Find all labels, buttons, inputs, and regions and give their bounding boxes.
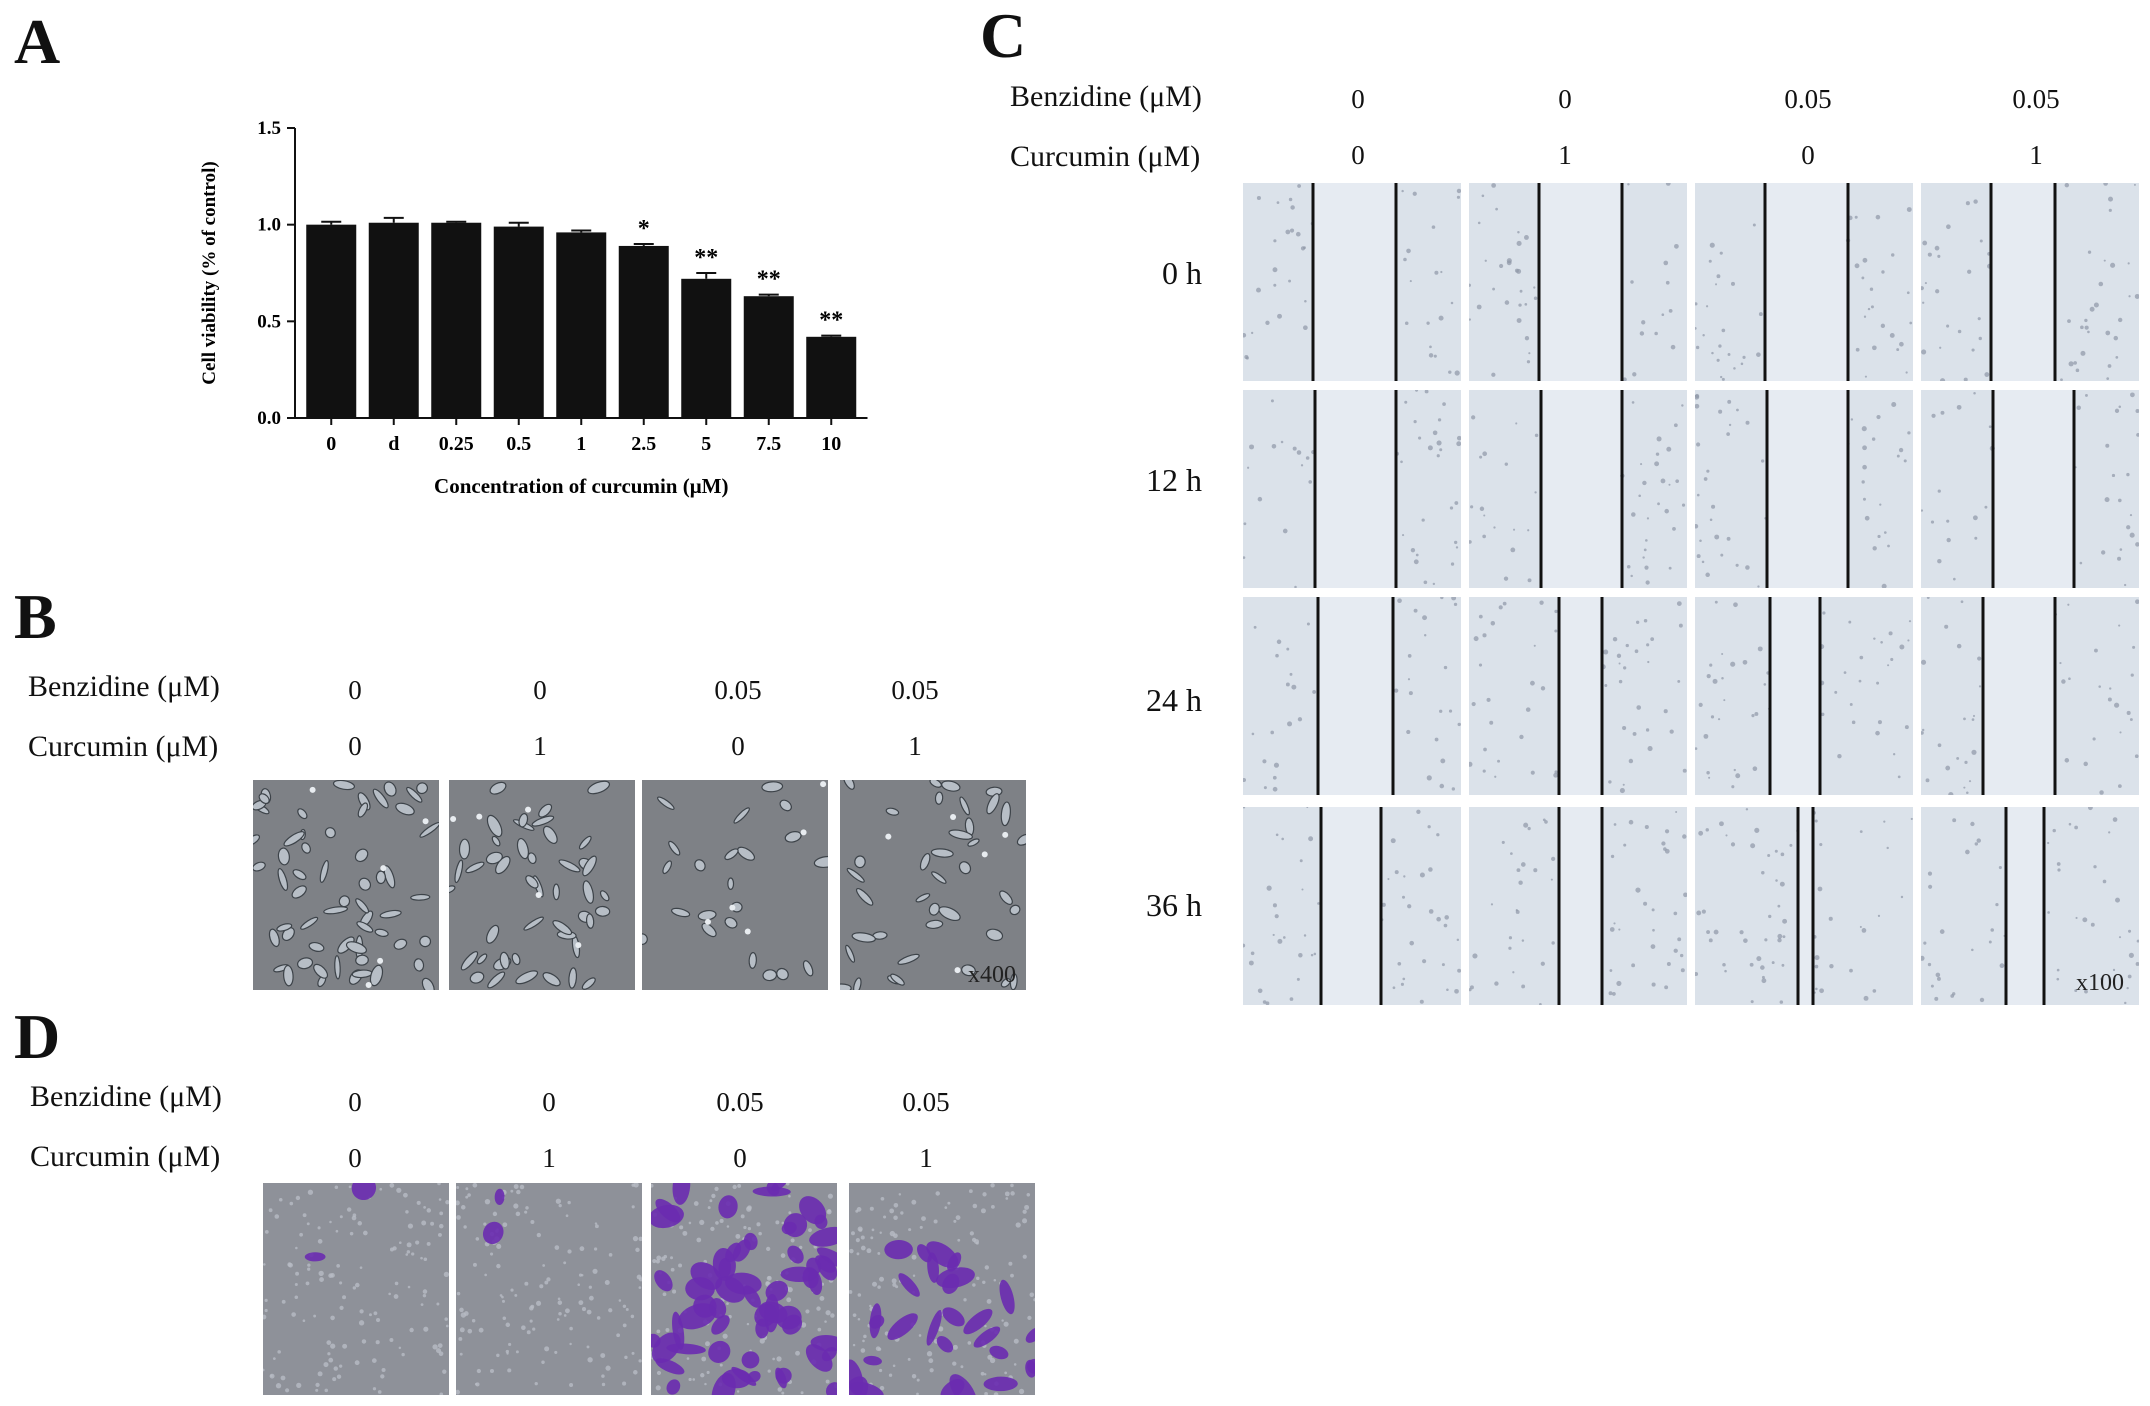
d-benzidine-value: 0.05: [716, 1087, 764, 1117]
timepoint-label: 12 h: [1146, 462, 1202, 498]
b-curcumin-value: 1: [908, 731, 922, 761]
d-curcumin-value: 1: [542, 1143, 556, 1173]
transwell-invasion-micrograph: [263, 1183, 449, 1395]
y-tick-label: 1.0: [257, 215, 281, 236]
d-curcumin-value: 1: [919, 1143, 933, 1173]
significance-marker: **: [819, 308, 843, 334]
panel-label-d: D: [14, 1001, 61, 1072]
transwell-invasion-micrograph: [651, 1183, 837, 1395]
c-benzidine-label: Benzidine (μM): [1010, 80, 1202, 113]
x-tick-label: 7.5: [756, 433, 781, 455]
bar: [743, 296, 794, 418]
x-tick-label: 5: [701, 433, 711, 455]
c-curcumin-value: 1: [1558, 140, 1572, 170]
wound-healing-micrograph: [1469, 807, 1687, 1005]
d-curcumin-label: Curcumin (μM): [30, 1140, 221, 1173]
x-tick-label: d: [388, 433, 399, 455]
d-benzidine-label: Benzidine (μM): [30, 1080, 222, 1113]
transwell-invasion-micrograph: [456, 1183, 642, 1395]
panel-label-c: C: [980, 0, 1027, 71]
wound-healing-micrograph: [1695, 390, 1913, 588]
c-curcumin-value: 1: [2029, 140, 2043, 170]
c-benzidine-value: 0: [1558, 84, 1572, 114]
wound-healing-micrograph: [1695, 183, 1913, 381]
b-magnification-label: x400: [968, 962, 1016, 988]
d-benzidine-value: 0: [542, 1087, 556, 1117]
phase-contrast-micrograph: [449, 780, 635, 990]
significance-marker: *: [638, 216, 650, 242]
bar: [493, 226, 544, 418]
wound-healing-micrograph: [1469, 390, 1687, 588]
x-tick-label: 0: [326, 433, 336, 455]
c-curcumin-value: 0: [1351, 140, 1365, 170]
b-curcumin-value: 0: [731, 731, 745, 761]
x-tick-label: 2.5: [631, 433, 656, 455]
cell-viability-bar-chart: 0.0 0.5 1.0 1.5 0 d 0.25 0.5 1 2.5 * 5 ** 7.5 ** 10 ** Co…: [199, 118, 868, 498]
phase-contrast-micrograph: [642, 780, 828, 990]
significance-marker: **: [757, 267, 781, 293]
wound-healing-micrograph: [1695, 807, 1913, 1005]
y-axis-label: Cell viability (% of control): [199, 161, 220, 384]
d-benzidine-value: 0.05: [902, 1087, 950, 1117]
phase-contrast-micrograph: [840, 780, 1026, 990]
wound-healing-micrograph: [1921, 807, 2139, 1005]
y-tick-label: 1.5: [257, 118, 281, 139]
c-curcumin-label: Curcumin (μM): [1010, 140, 1201, 173]
b-benzidine-value: 0: [533, 675, 547, 705]
b-curcumin-value: 0: [348, 731, 362, 761]
panel-label-a: A: [14, 6, 61, 77]
phase-contrast-micrograph: [253, 780, 439, 990]
c-benzidine-value: 0: [1351, 84, 1365, 114]
wound-healing-micrograph: [1243, 390, 1461, 588]
c-curcumin-value: 0: [1801, 140, 1815, 170]
x-tick-label: 0.5: [506, 433, 531, 455]
bar: [681, 278, 732, 418]
b-benzidine-value: 0.05: [891, 675, 939, 705]
wound-healing-micrograph: [1243, 807, 1461, 1005]
c-magnification-label: x100: [2076, 970, 2124, 996]
x-tick-label: 10: [821, 433, 841, 455]
wound-healing-micrograph: [1921, 597, 2139, 795]
b-benzidine-label: Benzidine (μM): [28, 670, 220, 703]
bar: [306, 224, 357, 418]
d-curcumin-value: 0: [348, 1143, 362, 1173]
bar: [556, 232, 607, 418]
x-tick-label: 0.25: [439, 433, 474, 455]
b-benzidine-value: 0: [348, 675, 362, 705]
c-benzidine-value: 0.05: [1784, 84, 1832, 114]
wound-healing-micrograph: [1921, 390, 2139, 588]
y-tick-label: 0.0: [257, 408, 281, 429]
b-curcumin-label: Curcumin (μM): [28, 730, 219, 763]
wound-healing-micrograph: [1921, 183, 2139, 381]
wound-healing-micrograph: [1243, 597, 1461, 795]
wound-healing-micrograph: [1243, 183, 1461, 381]
significance-marker: **: [694, 245, 718, 271]
d-curcumin-value: 0: [733, 1143, 747, 1173]
bar: [431, 222, 482, 418]
x-tick-label: 1: [576, 433, 586, 455]
b-benzidine-value: 0.05: [714, 675, 762, 705]
y-tick-label: 0.5: [257, 311, 281, 332]
wound-healing-micrograph: [1469, 183, 1687, 381]
bar: [368, 222, 419, 418]
bar: [618, 245, 669, 418]
timepoint-label: 36 h: [1146, 887, 1202, 923]
panel-label-b: B: [14, 581, 57, 652]
wound-healing-micrograph: [1695, 597, 1913, 795]
x-axis-label: Concentration of curcumin (μM): [434, 474, 728, 498]
transwell-invasion-micrograph: [849, 1183, 1035, 1395]
d-benzidine-value: 0: [348, 1087, 362, 1117]
bar: [806, 336, 857, 418]
wound-healing-micrograph: [1469, 597, 1687, 795]
timepoint-label: 24 h: [1146, 682, 1202, 718]
c-benzidine-value: 0.05: [2012, 84, 2060, 114]
b-curcumin-value: 1: [533, 731, 547, 761]
timepoint-label: 0 h: [1162, 255, 1202, 291]
